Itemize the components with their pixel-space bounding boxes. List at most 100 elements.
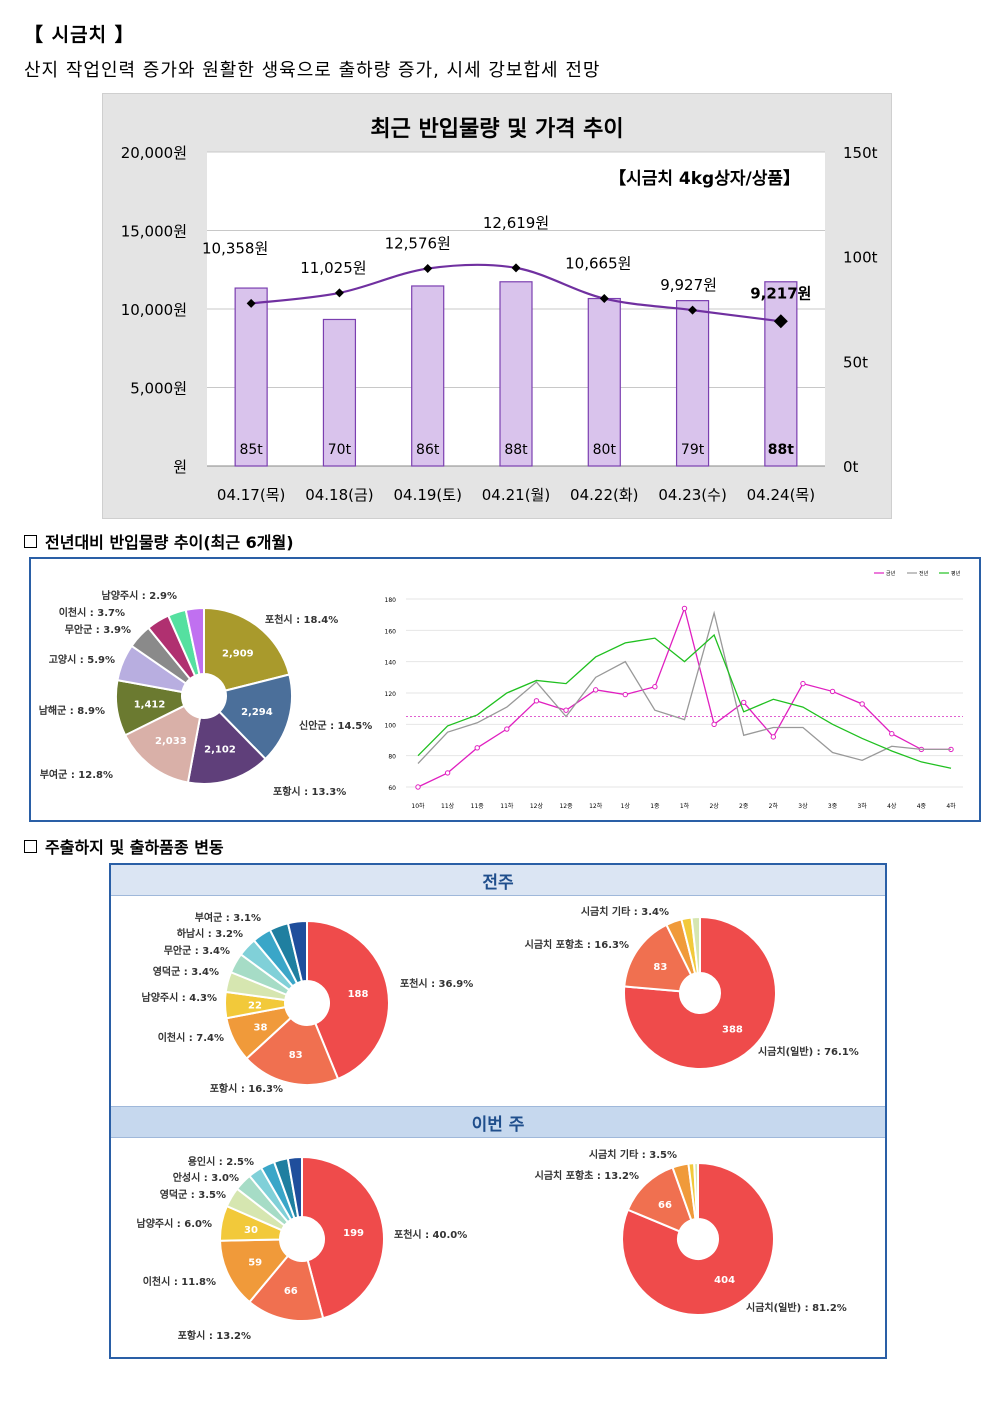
slice-label: 포항시 : 13.2% — [178, 1329, 251, 1342]
slice-label: 시금치 기타 : 3.4% — [581, 905, 669, 918]
slice-label: 이천시 : 3.7% — [59, 606, 125, 619]
line-y-tick: 60 — [388, 785, 396, 792]
y-left-tick: 10,000원 — [121, 301, 187, 319]
line-x-tick: 2중 — [739, 803, 749, 810]
slice-label: 영덕군 : 3.4% — [153, 965, 219, 978]
slice-label: 남양주시 : 6.0% — [137, 1217, 213, 1230]
band-prev-week: 전주 — [111, 865, 885, 896]
series-point — [622, 691, 628, 698]
slice-value-label: 38 — [254, 1022, 268, 1033]
line-x-tick: 10하 — [411, 802, 425, 810]
line-x-tick: 3상 — [798, 802, 808, 810]
slice-label: 이천시 : 11.8% — [143, 1275, 216, 1288]
line-y-tick: 100 — [385, 722, 397, 729]
slice-label: 이천시 : 7.4% — [158, 1031, 224, 1044]
slice-value-label: 59 — [248, 1258, 262, 1269]
section-yoy-label: 전년대비 반입물량 추이(최근 6개월) — [45, 533, 294, 552]
series-point — [474, 745, 480, 751]
yoy-chart-svg: 2,909 포천시 : 18.4% 2,294 신안군 : 14.5% 2,102 포항시… — [39, 570, 963, 810]
line-x-tick: 3하 — [857, 802, 867, 810]
slice-label: 남해군 : 8.9% — [39, 704, 105, 717]
series-point — [681, 605, 688, 612]
line-x-tick: 11중 — [471, 803, 485, 810]
slice-label: 부여군 : 12.8% — [40, 768, 113, 781]
line-x-tick: 2하 — [769, 802, 779, 810]
pie-slice — [184, 606, 205, 676]
band-this-week: 이번 주 — [111, 1106, 885, 1138]
slice-label: 안성시 : 3.0% — [173, 1171, 239, 1184]
y-right-tick: 150t — [843, 144, 878, 162]
slice-label: 시금치 기타 : 3.5% — [589, 1148, 677, 1161]
slice-label: 포항시 : 16.3% — [210, 1082, 283, 1095]
y-left-tick: 5,000원 — [130, 380, 187, 398]
slice-value-label: 30 — [244, 1225, 258, 1236]
series-point — [770, 734, 777, 740]
slice-value-label: 188 — [348, 989, 369, 1000]
slice-value-label: 388 — [722, 1024, 743, 1035]
slice-value-label: 2,909 — [222, 649, 254, 660]
volume-label: 79t — [681, 442, 705, 458]
volume-label: 88t — [768, 442, 794, 458]
slice-label: 하남시 : 3.2% — [177, 927, 243, 940]
pie-slice — [690, 915, 701, 975]
series-point — [533, 698, 540, 704]
price-label: 9,217원 — [750, 284, 811, 302]
chart-title: 최근 반입물량 및 가격 추이 — [370, 117, 623, 142]
line-x-tick: 11하 — [500, 802, 514, 810]
section-origin-title: 주출하지 및 출하품종 변동 — [24, 834, 224, 858]
line-x-tick: 1상 — [621, 802, 631, 810]
volume-bar — [587, 297, 621, 467]
slice-value-label: 83 — [289, 1050, 303, 1061]
y-right-tick: 0t — [843, 458, 859, 476]
chart-subtitle: 【시금치 4kg상자/상품】 — [609, 168, 800, 189]
line-x-tick: 4중 — [917, 803, 927, 810]
series-point — [444, 770, 451, 776]
volume-bar — [411, 285, 445, 467]
pie-slice — [693, 1161, 699, 1221]
slice-value-label: 66 — [658, 1200, 672, 1211]
slice-label: 시금치(일반) : 76.1% — [758, 1045, 859, 1058]
slice-label: 고양시 : 5.9% — [49, 654, 115, 666]
slice-label: 신안군 : 14.5% — [299, 719, 372, 732]
volume-bar — [764, 281, 798, 467]
line-y-tick: 80 — [388, 754, 396, 761]
volume-bar — [234, 287, 268, 467]
line-x-tick: 11상 — [441, 802, 455, 810]
pie-slice — [218, 1238, 290, 1304]
series-point — [652, 684, 658, 690]
section-yoy-title: 전년대비 반입물량 추이(최근 6개월) — [24, 529, 294, 553]
pie-slice — [248, 1254, 325, 1322]
price-marker — [688, 305, 698, 315]
line-x-tick: 1중 — [650, 803, 660, 810]
price-marker — [334, 288, 344, 298]
volume-label: 85t — [239, 442, 263, 458]
series-point — [800, 680, 806, 687]
x-tick-label: 04.21(월) — [482, 486, 550, 504]
checkbox-square-icon — [24, 839, 37, 853]
slice-value-label: 1,412 — [134, 700, 166, 711]
line-x-tick: 1하 — [680, 802, 690, 810]
line-x-tick: 12하 — [589, 802, 603, 810]
price-marker — [246, 298, 256, 308]
slice-value-label: 404 — [714, 1275, 735, 1286]
series-point — [415, 784, 421, 790]
x-tick-label: 04.24(목) — [747, 486, 815, 504]
slice-label: 남양주시 : 4.3% — [142, 991, 218, 1004]
legend-label: 금년 — [886, 570, 896, 577]
slice-label: 포천시 : 18.4% — [265, 613, 338, 626]
x-tick-label: 04.22(화) — [570, 486, 638, 504]
slice-label: 시금치(일반) : 81.2% — [746, 1301, 847, 1314]
series-point — [563, 707, 569, 713]
yoy-chart-panel: 2,909 포천시 : 18.4% 2,294 신안군 : 14.5% 2,102 포항시… — [29, 557, 981, 822]
price-marker — [511, 263, 521, 273]
pie-slice — [286, 919, 308, 983]
slice-value-label: 66 — [284, 1286, 298, 1297]
pie-slice — [621, 1161, 775, 1316]
origin-chart-panel: 전주 이번 주 188 포천시 : 36.9% 83 포항시 : 16.3% 38 이천시… — [109, 863, 887, 1359]
pie-slice — [306, 919, 390, 1081]
slice-label: 부여군 : 3.1% — [195, 911, 261, 924]
price-label: 12,619원 — [483, 214, 549, 232]
x-tick-label: 04.19(토) — [393, 486, 461, 504]
pie-slice — [245, 1016, 340, 1086]
line-x-tick: 4상 — [887, 802, 897, 810]
